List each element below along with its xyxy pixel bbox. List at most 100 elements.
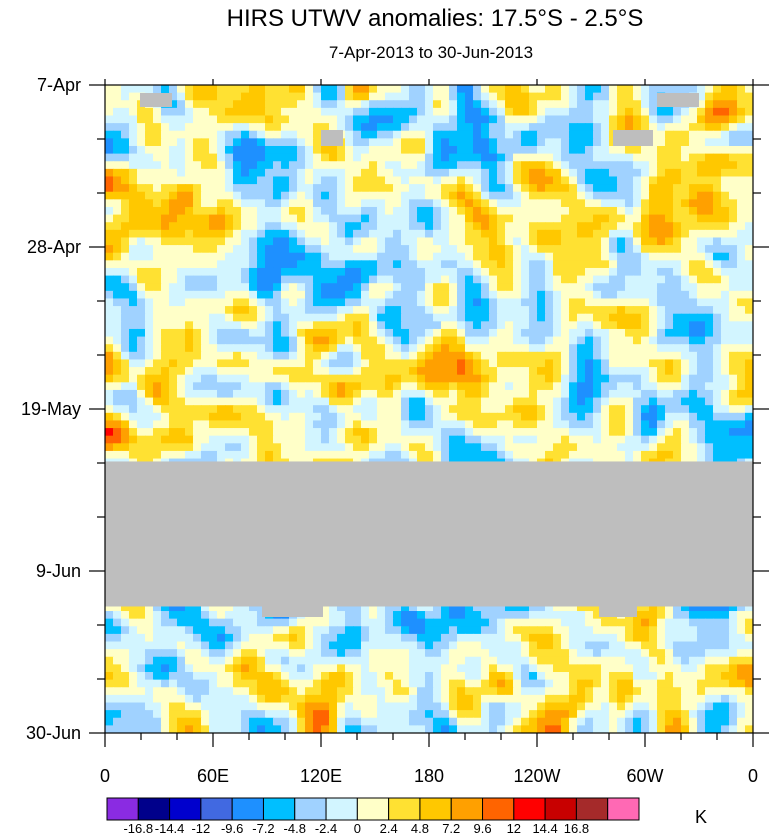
field-cell	[305, 214, 314, 223]
field-cell	[601, 153, 610, 162]
field-cell	[521, 222, 530, 231]
field-cell	[593, 252, 602, 261]
field-cell	[289, 237, 298, 246]
field-cell	[609, 435, 618, 444]
field-cell	[465, 359, 474, 368]
field-cell	[529, 328, 538, 338]
field-cell	[225, 428, 234, 437]
field-cell	[585, 435, 594, 444]
field-cell	[745, 382, 753, 391]
field-cell	[609, 397, 618, 406]
field-cell	[433, 168, 442, 178]
field-cell	[401, 176, 410, 185]
field-cell	[553, 245, 562, 254]
field-cell	[241, 168, 250, 178]
field-cell	[257, 107, 266, 117]
field-cell	[401, 191, 410, 200]
field-cell	[697, 367, 706, 376]
field-cell	[705, 344, 714, 353]
field-cell	[361, 92, 370, 101]
field-cell	[585, 405, 594, 414]
field-cell	[217, 191, 226, 200]
field-cell	[633, 367, 642, 376]
field-cell	[321, 298, 330, 307]
field-cell	[409, 252, 418, 261]
field-cell	[377, 245, 386, 254]
field-cell	[585, 374, 594, 383]
field-cell	[137, 138, 146, 147]
field-cell	[737, 229, 746, 239]
field-cell	[737, 306, 746, 315]
field-cell	[441, 405, 450, 414]
field-cell	[593, 100, 602, 109]
field-cell	[537, 298, 546, 307]
field-cell	[545, 252, 554, 261]
field-cell	[417, 420, 426, 429]
field-cell	[521, 214, 530, 223]
field-cell	[177, 428, 186, 437]
field-cell	[625, 184, 634, 193]
field-cell	[137, 328, 146, 338]
field-cell	[649, 191, 658, 200]
field-cell	[721, 199, 730, 208]
field-cell	[593, 328, 602, 338]
field-cell	[129, 328, 138, 338]
field-cell	[489, 85, 498, 94]
field-cell	[105, 351, 114, 361]
field-cell	[473, 328, 482, 338]
field-cell	[441, 435, 450, 444]
field-cell	[577, 184, 586, 193]
field-cell	[265, 382, 274, 391]
field-cell	[313, 382, 322, 391]
field-cell	[297, 199, 306, 208]
field-cell	[481, 260, 490, 269]
field-cell	[377, 420, 386, 429]
field-cell	[225, 153, 234, 162]
field-cell	[713, 382, 722, 391]
field-cell	[697, 237, 706, 246]
field-cell	[593, 412, 602, 422]
field-cell	[465, 214, 474, 223]
field-cell	[265, 107, 274, 117]
field-cell	[737, 92, 746, 101]
field-cell	[105, 176, 114, 185]
field-cell	[177, 389, 186, 399]
field-cell	[273, 161, 282, 170]
field-cell	[185, 214, 194, 223]
field-cell	[177, 351, 186, 361]
field-cell	[145, 283, 154, 292]
field-cell	[161, 145, 170, 155]
field-cell	[337, 420, 346, 429]
field-cell	[353, 153, 362, 162]
field-cell	[737, 267, 746, 277]
field-cell	[281, 450, 290, 460]
field-cell	[665, 412, 674, 422]
field-cell	[577, 145, 586, 155]
field-cell	[369, 222, 378, 231]
field-cell	[657, 168, 666, 178]
field-cell	[353, 397, 362, 406]
field-cell	[201, 107, 210, 117]
field-cell	[513, 283, 522, 292]
field-cell	[633, 145, 642, 155]
field-cell	[297, 351, 306, 361]
field-cell	[601, 130, 610, 139]
field-cell	[673, 222, 682, 231]
field-cell	[457, 153, 466, 162]
field-cell	[121, 443, 130, 452]
field-cell	[545, 298, 554, 307]
field-cell	[673, 336, 682, 345]
field-cell	[737, 405, 746, 414]
field-cell	[177, 435, 186, 444]
field-cell	[153, 199, 162, 208]
field-cell	[225, 176, 234, 185]
field-cell	[665, 374, 674, 383]
field-cell	[561, 161, 570, 170]
field-cell	[177, 206, 186, 216]
field-cell	[593, 435, 602, 444]
field-cell	[537, 107, 546, 117]
field-cell	[505, 344, 514, 353]
field-cell	[369, 412, 378, 422]
field-cell	[417, 245, 426, 254]
field-cell	[409, 374, 418, 383]
